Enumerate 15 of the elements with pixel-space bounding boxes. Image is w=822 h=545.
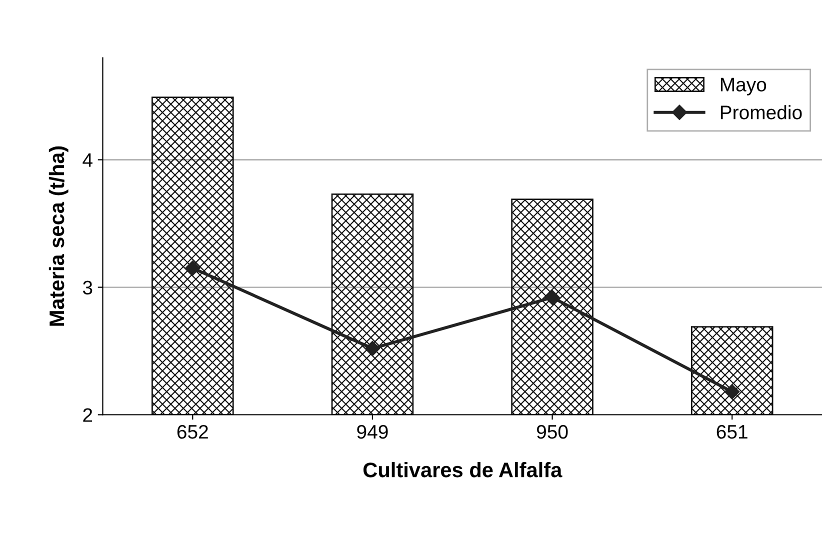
point — [544, 290, 560, 306]
x-tick-label: 651 — [716, 424, 748, 439]
y-tick-label: 3 — [82, 280, 92, 294]
y-axis-title: Materia seca (t/ha) — [48, 146, 68, 326]
x-tick-label: 652 — [177, 424, 208, 439]
y-tick-label: 2 — [83, 408, 92, 422]
x-axis-title: Cultivares de Alfalfa — [363, 462, 562, 478]
y-tick-label: 4 — [82, 153, 92, 167]
legend-label: Promedio — [720, 105, 802, 120]
point — [364, 340, 380, 356]
legend-label: Mayo — [720, 78, 766, 96]
x-tick-label: 950 — [536, 424, 568, 439]
x-tick-label: 949 — [357, 424, 388, 439]
point — [724, 384, 740, 400]
point — [185, 260, 200, 276]
